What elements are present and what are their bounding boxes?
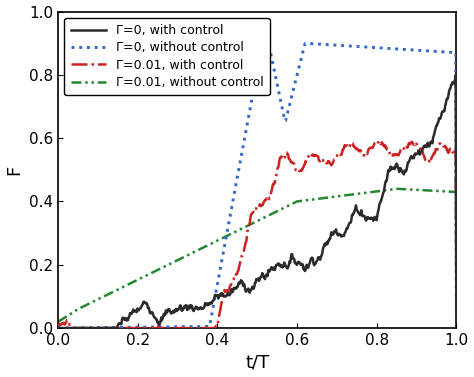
Γ=0, with control [453, 73, 458, 77]
Γ=0, with control [321, 244, 327, 248]
Γ=0, without control [126, 325, 131, 329]
Γ=0.01, without control [321, 196, 327, 200]
Γ=0.01, with control [127, 326, 132, 330]
Γ=0, with control [55, 326, 61, 330]
Line: Γ=0, without control: Γ=0, without control [58, 29, 456, 328]
Γ=0.01, with control [376, 139, 382, 143]
Γ=0.01, with control [291, 161, 296, 166]
Γ=0, without control [263, 27, 268, 31]
Γ=0, without control [158, 325, 164, 329]
Γ=0, without control [454, 326, 459, 330]
Γ=0.01, without control [158, 266, 164, 271]
Γ=0.01, with control [356, 148, 362, 152]
Γ=0, without control [291, 87, 296, 91]
Γ=0.01, without control [394, 187, 400, 191]
Y-axis label: F: F [6, 165, 24, 175]
Γ=0, without control [356, 44, 362, 49]
X-axis label: t/T: t/T [245, 354, 269, 371]
Γ=0, without control [55, 326, 61, 330]
Γ=0, with control [236, 282, 241, 286]
Γ=0, with control [126, 315, 131, 319]
Γ=0.01, with control [454, 326, 459, 330]
Γ=0.01, without control [55, 319, 61, 324]
Γ=0, with control [355, 210, 361, 215]
Γ=0, with control [290, 256, 296, 261]
Γ=0.01, with control [158, 326, 164, 330]
Γ=0.01, without control [454, 190, 459, 194]
Line: Γ=0.01, with control: Γ=0.01, with control [58, 141, 456, 328]
Line: Γ=0.01, without control: Γ=0.01, without control [58, 189, 456, 322]
Γ=0, with control [158, 319, 164, 323]
Γ=0.01, without control [236, 228, 241, 233]
Γ=0.01, with control [322, 159, 328, 164]
Γ=0.01, without control [355, 192, 361, 196]
Line: Γ=0, with control: Γ=0, with control [58, 75, 456, 328]
Γ=0, without control [236, 170, 241, 174]
Γ=0, with control [454, 326, 459, 330]
Γ=0.01, with control [55, 324, 61, 329]
Γ=0, without control [322, 42, 328, 47]
Legend: Γ=0, with control, Γ=0, without control, Γ=0.01, with control, Γ=0.01, without c: Γ=0, with control, Γ=0, without control,… [64, 18, 270, 95]
Γ=0.01, with control [69, 326, 74, 330]
Γ=0.01, with control [236, 265, 242, 269]
Γ=0.01, without control [290, 201, 296, 206]
Γ=0.01, without control [126, 282, 131, 287]
